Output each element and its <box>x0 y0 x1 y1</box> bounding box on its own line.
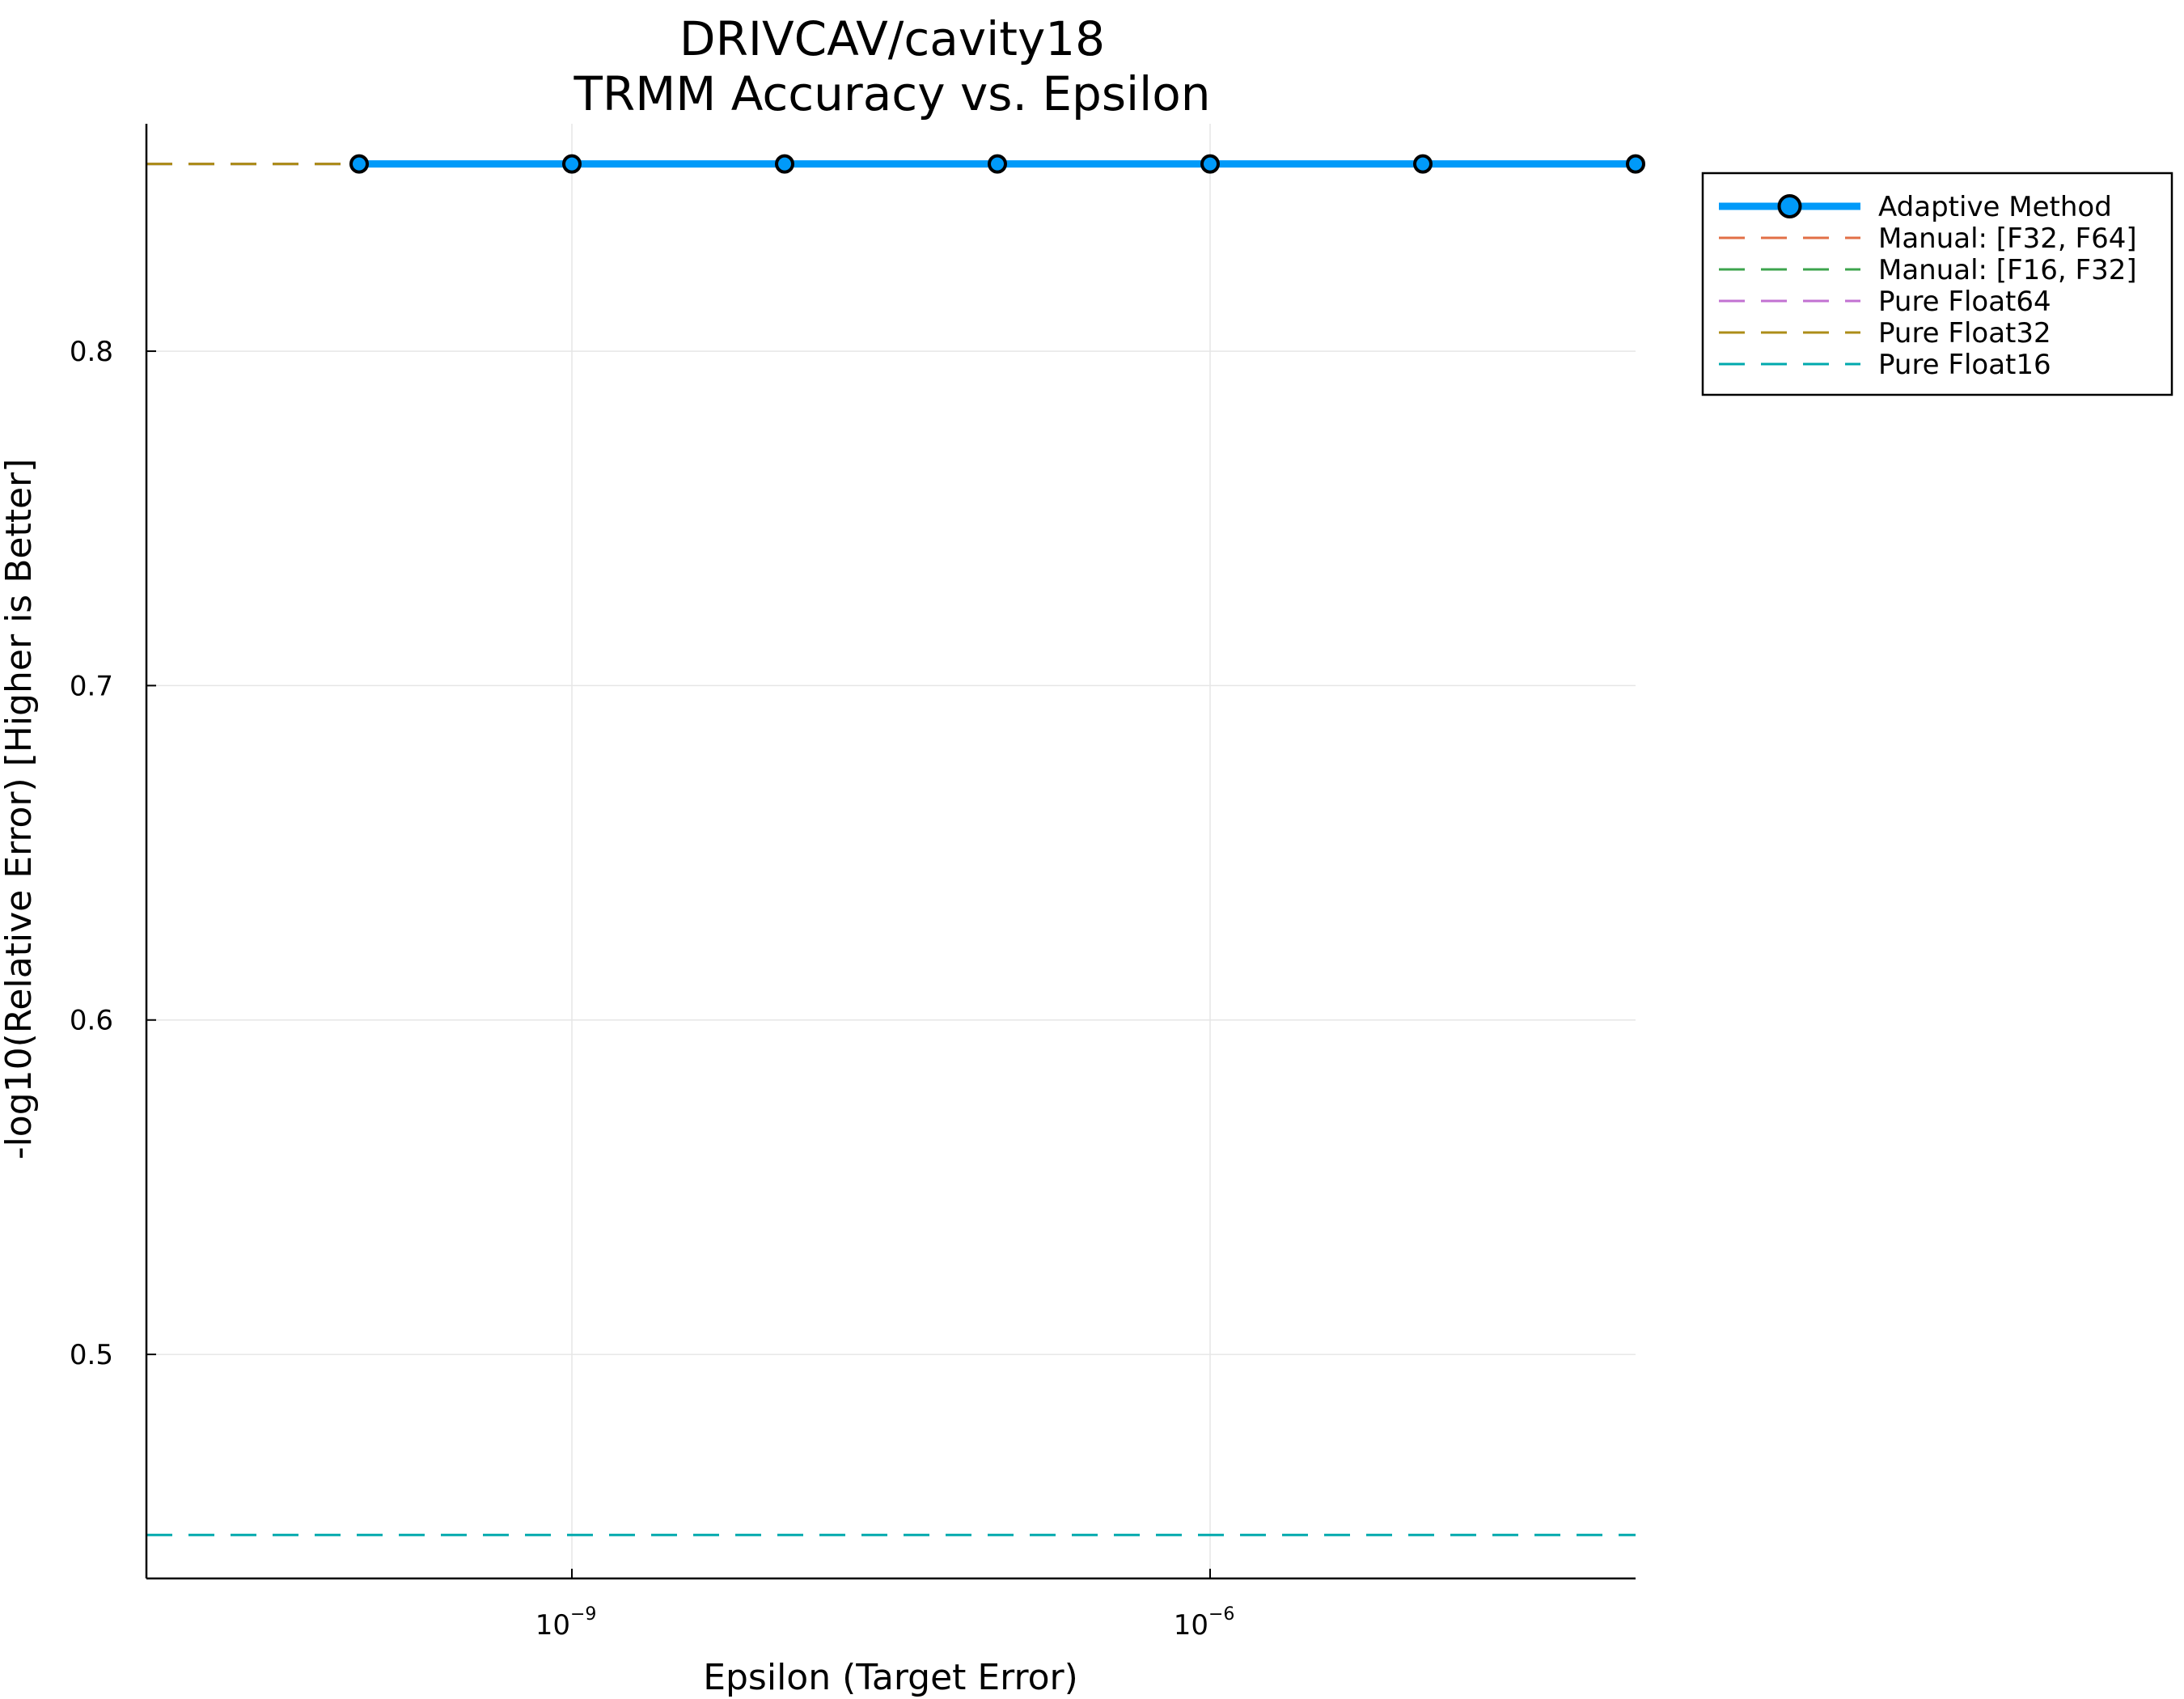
x-axis-label: Epsilon (Target Error) <box>703 1657 1078 1698</box>
legend-label-pure-float32: Pure Float32 <box>1878 317 2051 350</box>
adaptive-point-5 <box>1413 154 1433 174</box>
x-tick-exponent-0: −9 <box>570 1604 596 1625</box>
adaptive-point-6 <box>1626 154 1645 174</box>
legend-label-adaptive-method: Adaptive Method <box>1878 191 2112 223</box>
legend-label-manual-f32-f64-: Manual: [F32, F64] <box>1878 222 2137 255</box>
adaptive-point-2 <box>775 154 794 174</box>
axis-ticks: 10 −9 10 −60.50.60.70.8 <box>70 336 1235 1642</box>
y-tick-label-3: 0.8 <box>70 336 113 368</box>
chart-title: DRIVCAV/cavity18 <box>679 11 1105 66</box>
legend-label-pure-float16: Pure Float16 <box>1878 349 2051 381</box>
adaptive-point-1 <box>562 154 582 174</box>
legend-label-pure-float64: Pure Float64 <box>1878 286 2051 318</box>
plot-series <box>146 154 1645 1536</box>
chart-subtitle: TRMM Accuracy vs. Epsilon <box>573 66 1210 121</box>
y-tick-label-1: 0.6 <box>70 1005 113 1037</box>
adaptive-point-0 <box>349 154 369 174</box>
x-tick-exponent-1: −6 <box>1208 1604 1234 1625</box>
legend-label-manual-f16-f32-: Manual: [F16, F32] <box>1878 254 2137 286</box>
y-tick-label-0: 0.5 <box>70 1339 113 1371</box>
y-axis-label: -log10(Relative Error) [Higher is Better… <box>0 459 40 1160</box>
adaptive-point-3 <box>988 154 1007 174</box>
y-tick-label-2: 0.7 <box>70 670 113 702</box>
x-tick-label-0: 10 <box>535 1609 570 1642</box>
legend-marker-adaptive-method <box>1777 194 1802 218</box>
adaptive-point-4 <box>1200 154 1220 174</box>
x-tick-label-1: 10 <box>1174 1609 1208 1642</box>
grid <box>146 124 1636 1578</box>
